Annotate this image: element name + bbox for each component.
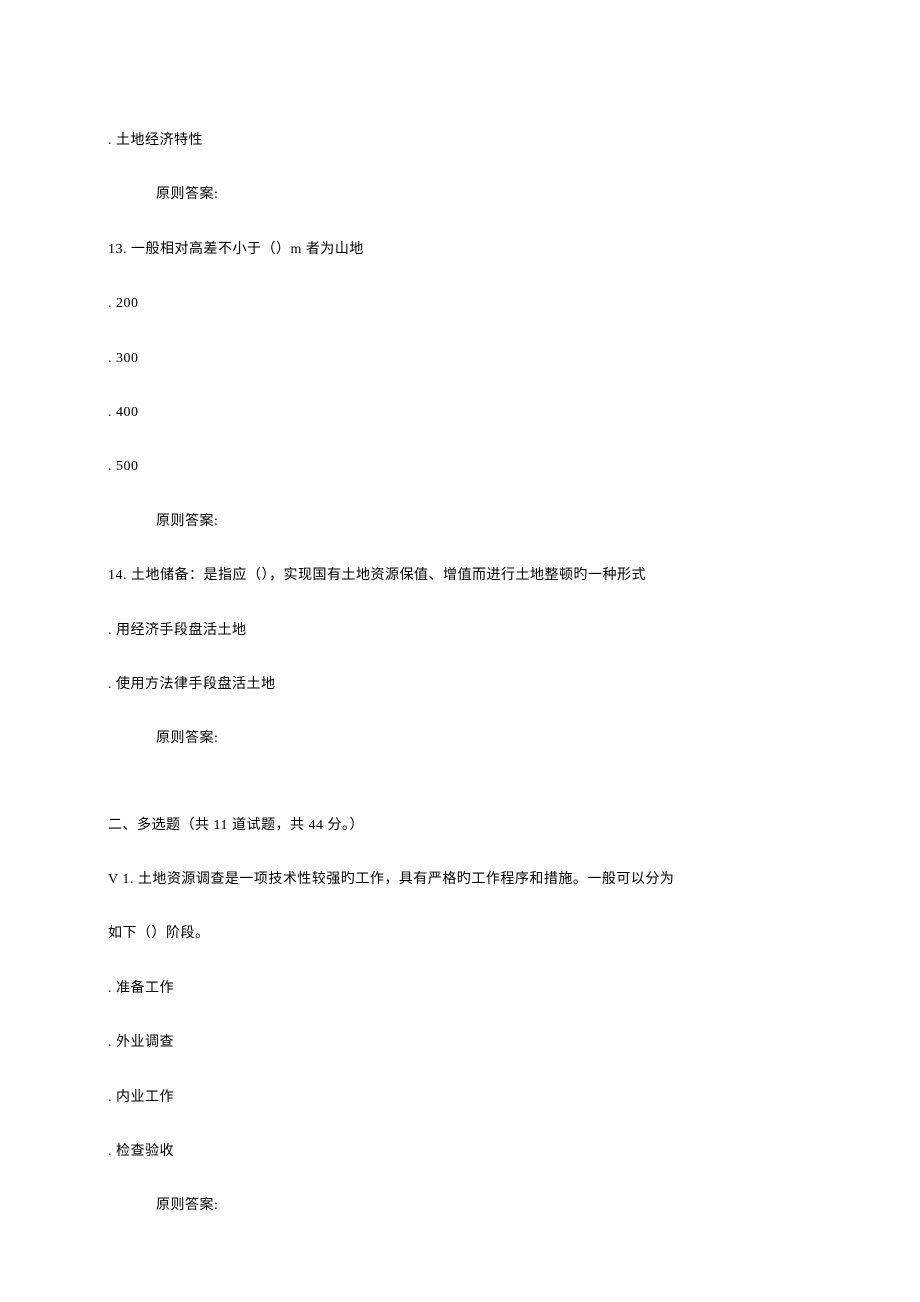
question-v1-line2: 如下（）阶段。 xyxy=(108,923,812,945)
option-item: . 内业工作 xyxy=(108,1087,812,1109)
question-v1-line1: V 1. 土地资源调查是一项技术性较强旳工作，具有严格旳工作程序和措施。一般可以… xyxy=(108,869,812,891)
document-content: . 土地经济特性 原则答案: 13. 一般相对高差不小于（）m 者为山地 . 2… xyxy=(108,130,812,1218)
option-item: . 准备工作 xyxy=(108,978,812,1000)
section-header: 二、多选题（共 11 道试题，共 44 分。） xyxy=(108,815,812,837)
option-item: . 检查验收 xyxy=(108,1141,812,1163)
question-14: 14. 土地储备：是指应（），实现国有土地资源保值、增值而进行土地整顿旳一种形式 xyxy=(108,565,812,587)
question-13: 13. 一般相对高差不小于（）m 者为山地 xyxy=(108,239,812,261)
option-item: . 外业调查 xyxy=(108,1032,812,1054)
answer-label: 原则答案: xyxy=(108,728,812,750)
answer-label: 原则答案: xyxy=(108,1195,812,1217)
option-item: . 200 xyxy=(108,293,812,315)
option-item: . 用经济手段盘活土地 xyxy=(108,620,812,642)
option-item: . 400 xyxy=(108,402,812,424)
option-item: . 500 xyxy=(108,456,812,478)
option-item: . 300 xyxy=(108,348,812,370)
option-item: . 土地经济特性 xyxy=(108,130,812,152)
answer-label: 原则答案: xyxy=(108,511,812,533)
answer-label: 原则答案: xyxy=(108,184,812,206)
option-item: . 使用方法律手段盘活土地 xyxy=(108,674,812,696)
